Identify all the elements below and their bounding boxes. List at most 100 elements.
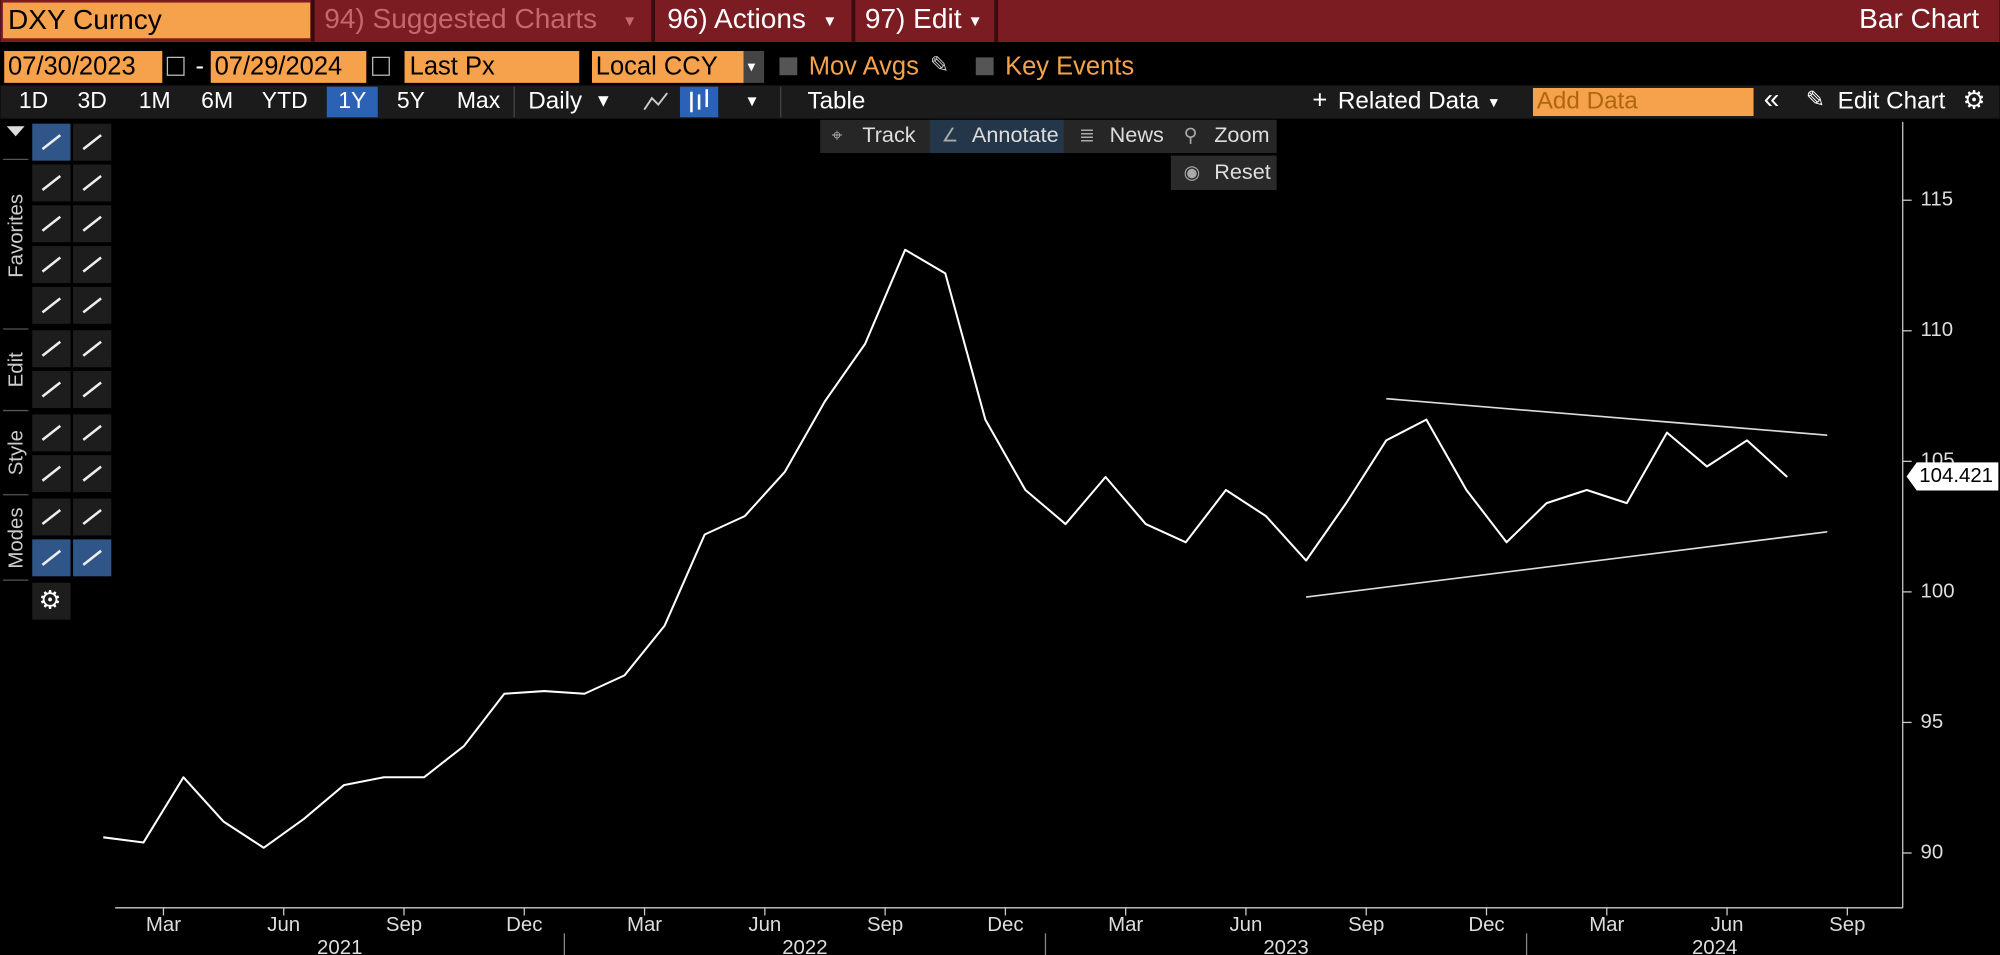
selected-period[interactable] (326, 86, 378, 118)
currency[interactable]: Local CCY (596, 52, 718, 80)
collapse-arrow[interactable] (6, 126, 25, 137)
period-button[interactable]: 1M (139, 87, 171, 113)
side-tab[interactable]: Modes (5, 507, 27, 568)
field[interactable]: Last Px (410, 52, 495, 80)
tool-icon-glyph (41, 215, 62, 232)
side-tab[interactable]: Edit (5, 352, 27, 387)
tool-icon: ⌖ (832, 125, 843, 146)
y-tick-label: 110 (1921, 319, 1954, 341)
ticker-input[interactable] (2, 2, 311, 39)
currency-dropdown[interactable] (743, 51, 765, 83)
selected-tool[interactable] (929, 119, 1064, 154)
tool-icon-glyph (82, 215, 102, 232)
table-button[interactable]: Table (807, 87, 865, 114)
y-tick-label: 95 (1921, 711, 1944, 733)
chart-kind: Bar Chart (1859, 3, 1979, 34)
reset-button-bg[interactable] (1170, 155, 1277, 190)
tool-button[interactable]: News (1110, 122, 1164, 147)
option-label[interactable]: Key Events (1005, 52, 1134, 80)
tool-icon-glyph (41, 174, 62, 191)
x-tick-label: Mar (1108, 914, 1143, 936)
x-tick-label: Sep (386, 914, 422, 936)
tool-icon-glyph (41, 340, 62, 357)
settings-icon[interactable]: ⚙ (1963, 87, 1986, 115)
start-date[interactable]: 07/30/2023 (8, 52, 136, 80)
dropdown-arrow: ▾ (1490, 93, 1499, 112)
tool-button[interactable]: Reset (1214, 159, 1271, 184)
tool-icon-glyph (82, 509, 102, 526)
period-button[interactable]: 3D (78, 87, 107, 113)
edit-chart[interactable]: Edit Chart (1838, 87, 1946, 114)
tool-icon-glyph (41, 549, 62, 566)
x-tick-label: Jun (1229, 914, 1262, 936)
tool-icon-glyph (41, 424, 62, 441)
related-data[interactable]: Related Data (1338, 87, 1480, 114)
tool-icon: ⚲ (1184, 125, 1198, 146)
tool-icon-glyph (82, 256, 102, 273)
tool-button[interactable]: Annotate (972, 122, 1059, 147)
add-data-input[interactable] (1532, 87, 1754, 117)
side-tab[interactable]: Favorites (5, 194, 27, 278)
x-tick-label: Dec (987, 914, 1023, 936)
calendar-icon[interactable] (372, 56, 390, 76)
start-date-input[interactable] (4, 51, 163, 83)
line-chart-icon[interactable] (643, 92, 668, 111)
dropdown-arrow: ▾ (825, 10, 834, 30)
end-date[interactable]: 07/29/2024 (215, 52, 343, 80)
trend-line (1305, 531, 1828, 598)
currency-input[interactable] (591, 51, 744, 83)
x-tick-label: Mar (146, 914, 181, 936)
chart-tools: ⌖ Track ∠ Annotate ≣ News ⚲ Zoom ◉ Reset (832, 122, 1271, 184)
x-tick-label: Dec (1468, 914, 1504, 936)
tool-icon: ≣ (1079, 125, 1095, 146)
plus-icon: + (1312, 87, 1327, 115)
price-line (103, 248, 1788, 849)
option-label[interactable]: Mov Avgs (809, 52, 919, 80)
add-data-placeholder[interactable]: Add Data (1537, 87, 1639, 114)
period-button[interactable]: 5Y (397, 87, 425, 113)
tool-button[interactable]: Zoom (1214, 122, 1269, 147)
x-tick-label: Mar (1589, 914, 1624, 936)
collapse-icon[interactable]: « (1764, 83, 1780, 114)
tool-icon-glyph (82, 424, 102, 441)
settings-tool[interactable] (32, 582, 71, 620)
tool-icon-glyph (82, 134, 102, 151)
x-tick-label: Mar (627, 914, 662, 936)
x-tick-label: Dec (506, 914, 542, 936)
period-buttons: 1D 3D 1M 6M YTD 1Y 5Y Max (19, 87, 501, 113)
year-label: 2021 (317, 937, 362, 955)
ticker[interactable]: DXY Curncy (8, 4, 162, 35)
period-button[interactable]: 1D (19, 87, 48, 113)
side-tab[interactable]: Style (5, 430, 27, 475)
bar-chart-icon (690, 89, 709, 113)
tool-button[interactable]: Track (862, 122, 916, 147)
dash: - (195, 52, 203, 80)
checkbox[interactable] (779, 57, 798, 76)
menu-item[interactable]: 97) Edit (865, 3, 962, 34)
y-tick-label: 115 (1921, 189, 1954, 211)
period-button[interactable]: 1Y (338, 87, 366, 113)
period-button[interactable]: YTD (262, 87, 308, 113)
checkbox[interactable] (975, 57, 994, 76)
calendar-icon[interactable] (166, 56, 185, 76)
trend-line (1386, 397, 1828, 437)
frequency[interactable]: Daily (528, 87, 583, 114)
menu-item[interactable]: 94) Suggested Charts (324, 3, 597, 34)
field-input[interactable] (404, 51, 580, 83)
dropdown-arrow: ▾ (748, 91, 757, 111)
x-tick-label: Sep (1829, 914, 1865, 936)
period-button[interactable]: 6M (201, 87, 233, 113)
menu-item[interactable]: 96) Actions (667, 3, 806, 34)
tool-icon-glyph (82, 465, 102, 482)
x-tick-label: Jun (748, 914, 781, 936)
period-button[interactable]: Max (457, 87, 501, 113)
tool-icon-glyph (41, 297, 62, 314)
dropdown-arrow: ▾ (748, 59, 756, 76)
y-tick-label: 100 (1921, 580, 1955, 602)
end-date-input[interactable] (210, 51, 367, 83)
tool-icon-glyph (82, 549, 102, 566)
tool-icon-glyph (41, 256, 62, 273)
pencil-icon[interactable]: ✎ (930, 51, 949, 77)
